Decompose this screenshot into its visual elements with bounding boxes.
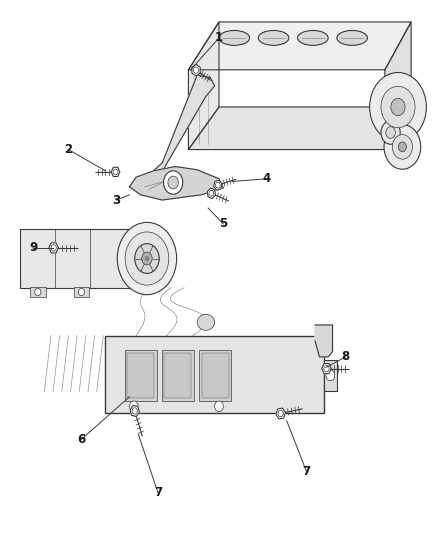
Polygon shape (188, 22, 411, 70)
Circle shape (145, 256, 149, 261)
FancyBboxPatch shape (74, 287, 89, 297)
Polygon shape (315, 325, 332, 357)
Circle shape (35, 288, 41, 296)
FancyBboxPatch shape (106, 336, 324, 413)
Polygon shape (130, 406, 139, 416)
Ellipse shape (197, 314, 215, 330)
Circle shape (163, 171, 183, 194)
FancyBboxPatch shape (324, 360, 337, 391)
Ellipse shape (219, 30, 250, 45)
Polygon shape (385, 22, 411, 150)
Text: 6: 6 (78, 433, 85, 446)
Circle shape (142, 252, 152, 265)
Circle shape (391, 99, 405, 116)
FancyBboxPatch shape (30, 287, 46, 297)
Polygon shape (188, 22, 219, 150)
Circle shape (386, 127, 396, 139)
FancyBboxPatch shape (201, 353, 229, 398)
Circle shape (125, 232, 169, 285)
Text: 2: 2 (64, 143, 72, 156)
Polygon shape (214, 180, 222, 190)
Ellipse shape (337, 30, 367, 45)
Circle shape (398, 142, 406, 152)
Circle shape (370, 72, 426, 142)
FancyBboxPatch shape (20, 229, 132, 288)
Polygon shape (276, 408, 286, 419)
Polygon shape (153, 75, 215, 179)
Polygon shape (188, 107, 411, 150)
Circle shape (117, 222, 177, 295)
Ellipse shape (258, 30, 289, 45)
FancyBboxPatch shape (162, 351, 194, 401)
Circle shape (384, 125, 421, 169)
Circle shape (215, 401, 223, 411)
Circle shape (78, 288, 85, 296)
Circle shape (130, 401, 138, 411)
Circle shape (392, 135, 413, 159)
Text: 8: 8 (342, 350, 350, 364)
Circle shape (381, 121, 400, 144)
Polygon shape (321, 364, 331, 374)
Text: 4: 4 (263, 172, 271, 185)
Circle shape (326, 370, 335, 381)
Polygon shape (130, 166, 223, 200)
FancyBboxPatch shape (164, 353, 191, 398)
FancyBboxPatch shape (125, 351, 156, 401)
Text: 9: 9 (29, 241, 38, 254)
Circle shape (135, 244, 159, 273)
Text: 3: 3 (112, 193, 120, 207)
Polygon shape (49, 243, 58, 253)
Text: 5: 5 (219, 217, 227, 230)
Text: 7: 7 (154, 486, 162, 499)
Ellipse shape (297, 30, 328, 45)
Circle shape (168, 176, 178, 189)
Polygon shape (111, 167, 120, 176)
Polygon shape (192, 64, 200, 76)
FancyBboxPatch shape (127, 353, 154, 398)
FancyBboxPatch shape (199, 351, 231, 401)
Text: 1: 1 (215, 31, 223, 44)
Text: 7: 7 (302, 465, 311, 478)
Circle shape (381, 86, 415, 128)
Polygon shape (207, 188, 215, 198)
